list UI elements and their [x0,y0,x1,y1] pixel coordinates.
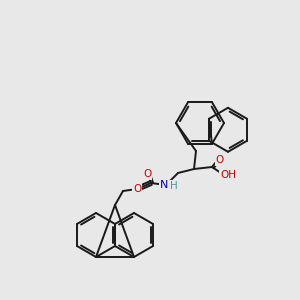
Text: OH: OH [220,170,236,180]
Text: N: N [160,180,168,190]
Text: O: O [216,155,224,165]
Text: O: O [143,169,151,179]
Text: H: H [170,181,178,191]
Text: O: O [133,184,141,194]
